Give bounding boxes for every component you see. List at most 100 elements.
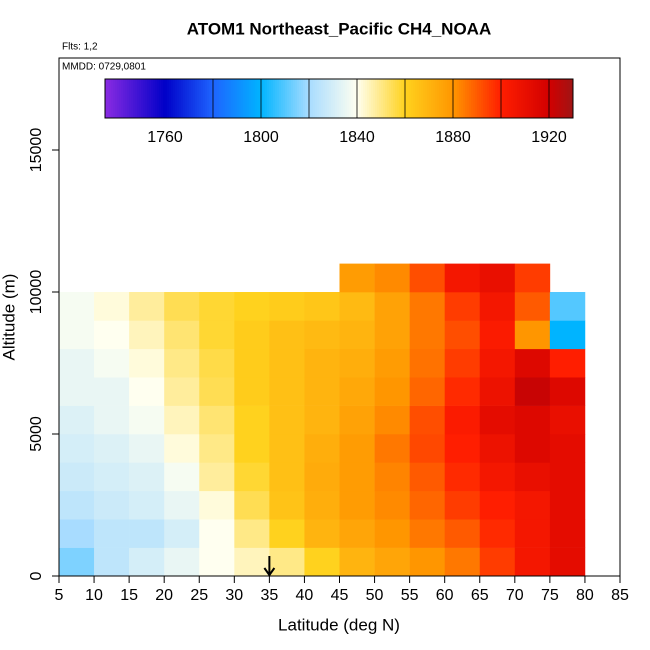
heat-cell [339, 519, 375, 548]
colorbar-swatch [369, 79, 372, 118]
heat-cell [234, 547, 270, 577]
colorbar-swatch [217, 79, 220, 118]
colorbar-swatch [515, 79, 518, 118]
heat-cell [129, 519, 165, 548]
colorbar-tick-label: 1880 [435, 129, 471, 146]
colorbar-swatch [499, 79, 502, 118]
colorbar-swatch [125, 79, 128, 118]
heat-cell [164, 490, 200, 520]
colorbar-swatch [239, 79, 242, 118]
colorbar-swatch [443, 79, 446, 118]
x-tick-label: 10 [85, 587, 103, 604]
colorbar-swatch [241, 79, 244, 118]
colorbar-swatch [473, 79, 476, 118]
colorbar-swatch [161, 79, 164, 118]
colorbar-swatch [553, 79, 556, 118]
heat-cell [94, 348, 130, 378]
heat-cell [59, 462, 95, 492]
colorbar-swatch [435, 79, 438, 118]
colorbar-swatch [213, 79, 216, 118]
heat-cell [269, 377, 305, 406]
colorbar-swatch [181, 79, 184, 118]
colorbar-swatch [391, 79, 394, 118]
colorbar-swatch [267, 79, 270, 118]
colorbar-swatch [525, 79, 528, 118]
colorbar-swatch [347, 79, 350, 118]
colorbar-swatch [281, 79, 284, 118]
heat-cell [234, 292, 270, 321]
colorbar-swatch [273, 79, 276, 118]
heat-cell [409, 405, 445, 435]
x-tick-label: 70 [506, 587, 524, 604]
heat-cell [94, 434, 130, 463]
heat-cell [164, 462, 200, 492]
heat-cell [269, 547, 305, 577]
heat-cell [479, 405, 516, 435]
heat-cell [269, 405, 305, 435]
colorbar-swatch [315, 79, 318, 118]
heat-cell [444, 490, 481, 520]
colorbar-swatch [271, 79, 274, 118]
heat-cell [94, 377, 130, 406]
heat-cell [199, 519, 235, 548]
colorbar-swatch [207, 79, 210, 118]
heat-cell [59, 405, 95, 435]
heat-cell [374, 405, 410, 435]
heat-cell [339, 462, 375, 492]
colorbar-swatch [295, 79, 298, 118]
heat-cell [479, 292, 516, 321]
heat-cell [479, 434, 516, 463]
heat-cell [59, 292, 95, 321]
colorbar-swatch [323, 79, 326, 118]
colorbar-swatch [541, 79, 544, 118]
colorbar-swatch [393, 79, 396, 118]
colorbar-swatch [545, 79, 548, 118]
colorbar-swatch [367, 79, 370, 118]
heat-cell [444, 292, 481, 321]
heat-cell [94, 490, 130, 520]
x-tick-label: 15 [120, 587, 138, 604]
heat-cell [549, 519, 586, 548]
heat-cell [199, 434, 235, 463]
heat-cell [129, 462, 165, 492]
heat-cell [409, 320, 445, 350]
colorbar-swatch [141, 79, 144, 118]
colorbar-swatch [433, 79, 436, 118]
heat-cell [514, 434, 551, 463]
heat-cell [199, 292, 235, 321]
colorbar-swatch [209, 79, 212, 118]
heat-cell [444, 547, 481, 577]
heat-cell [339, 348, 375, 378]
colorbar-swatch [299, 79, 302, 118]
colorbar-swatch [445, 79, 448, 118]
colorbar-swatch [285, 79, 288, 118]
colorbar-swatch [469, 79, 472, 118]
colorbar-swatch [317, 79, 320, 118]
heat-cell [269, 348, 305, 378]
colorbar-swatch [419, 79, 422, 118]
colorbar-swatch [407, 79, 410, 118]
colorbar-swatch [157, 79, 160, 118]
x-tick-label: 40 [296, 587, 314, 604]
heat-cell [339, 547, 375, 577]
heat-cell [199, 405, 235, 435]
colorbar-swatch [351, 79, 354, 118]
x-tick-label: 55 [401, 587, 419, 604]
heat-cell [514, 263, 551, 293]
colorbar-swatch [275, 79, 278, 118]
heat-cell [514, 292, 551, 321]
colorbar-swatch [237, 79, 240, 118]
colorbar-swatch [383, 79, 386, 118]
colorbar-swatch [341, 79, 344, 118]
heat-cell [199, 348, 235, 378]
colorbar-swatch [339, 79, 342, 118]
colorbar-swatch [361, 79, 364, 118]
heat-cell [234, 462, 270, 492]
colorbar-swatch [349, 79, 352, 118]
colorbar-swatch [283, 79, 286, 118]
colorbar-swatch [221, 79, 224, 118]
heat-cell [374, 263, 410, 293]
colorbar-swatch [477, 79, 480, 118]
colorbar-swatch [191, 79, 194, 118]
heat-cell [59, 377, 95, 406]
